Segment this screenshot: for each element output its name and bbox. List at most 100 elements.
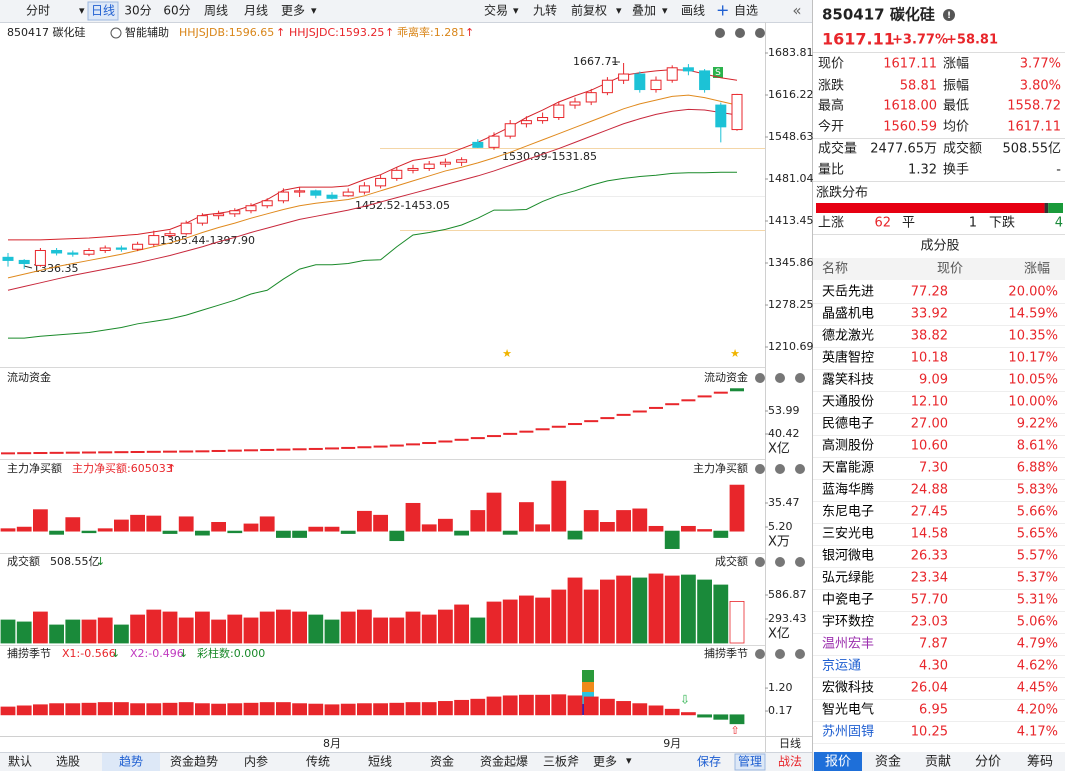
info-icon[interactable]	[943, 9, 955, 21]
panel-icon[interactable]	[755, 649, 765, 659]
stock-name[interactable]: 天富能源	[822, 460, 874, 476]
bottom-tab[interactable]: 传统	[306, 754, 330, 769]
panel-icon[interactable]	[795, 373, 805, 383]
stock-name[interactable]: 民德电子	[822, 417, 874, 432]
tool-button[interactable]: 自选	[734, 4, 758, 18]
stock-name[interactable]: 中瓷电子	[822, 593, 874, 608]
change-pct: +3.77%	[892, 33, 948, 48]
panel-tab[interactable]: 筹码	[1027, 754, 1053, 770]
tool-button[interactable]: 交易	[484, 3, 508, 18]
chart-icon[interactable]	[715, 28, 725, 38]
stock-name[interactable]: 蓝海华腾	[822, 482, 874, 498]
assist-label[interactable]: 智能辅助	[125, 25, 169, 39]
action-button[interactable]: 保存	[697, 755, 721, 769]
panel-icon[interactable]	[755, 557, 765, 567]
stock-name[interactable]: 东尼电子	[822, 505, 874, 520]
tool-button[interactable]: 画线	[681, 4, 705, 18]
period-tab[interactable]: 60分	[163, 4, 190, 18]
panel-icon[interactable]	[775, 649, 785, 659]
dist-value: 4	[1055, 216, 1063, 231]
y-tick-label: 1278.25	[768, 298, 814, 311]
bar	[632, 703, 648, 716]
bottom-tab[interactable]: 三板斧	[543, 755, 579, 769]
bottom-tab[interactable]: 更多	[593, 755, 617, 769]
panel-icon[interactable]	[775, 373, 785, 383]
panel-icon[interactable]	[795, 649, 805, 659]
stock-name[interactable]: 银河微电	[822, 549, 874, 564]
fund-mark	[470, 437, 485, 440]
bottom-tab[interactable]: 默认	[8, 754, 32, 769]
panel-tab[interactable]: 贡献	[925, 755, 951, 770]
panel-icon[interactable]	[795, 557, 805, 567]
stock-name[interactable]: 宏微科技	[822, 681, 874, 696]
panel-icon[interactable]	[755, 464, 765, 474]
bar	[146, 515, 162, 532]
panel-icon[interactable]	[795, 464, 805, 474]
bottom-tab[interactable]: 选股	[56, 755, 80, 769]
stock-price: 33.92	[911, 307, 948, 322]
field-value: 58.81	[900, 79, 937, 94]
stock-name[interactable]: 智光电气	[822, 702, 874, 718]
chart-icon[interactable]	[755, 28, 765, 38]
bar	[551, 694, 567, 716]
bar	[664, 575, 680, 644]
bottom-tab[interactable]: 内参	[244, 754, 268, 769]
panel-tab[interactable]: 分价	[975, 755, 1001, 770]
action-button[interactable]: 战法	[778, 755, 802, 769]
bottom-tab[interactable]: 资金趋势	[170, 754, 218, 769]
tool-button[interactable]: 叠加	[632, 4, 656, 18]
period-tab[interactable]: 日线	[91, 4, 115, 18]
period-tab[interactable]: 月线	[244, 4, 268, 18]
stock-name[interactable]: 苏州固锝	[822, 724, 874, 740]
candle-body	[213, 213, 225, 217]
stock-name[interactable]: 德龙激光	[822, 329, 874, 344]
stock-name[interactable]: 温州宏丰	[822, 637, 874, 652]
panel-icon[interactable]	[755, 373, 765, 383]
stock-name[interactable]: 三安光电	[822, 527, 874, 542]
tool-button[interactable]: 九转	[533, 3, 557, 18]
period-tab[interactable]: 更多	[281, 4, 305, 18]
bottom-tab[interactable]: 资金起爆	[480, 754, 528, 769]
candle-body	[229, 210, 241, 215]
stock-name[interactable]: 天岳先进	[822, 285, 874, 300]
y-tick-label: 1616.22	[768, 88, 814, 101]
bar	[81, 702, 97, 716]
stock-pct: 4.62%	[1017, 659, 1058, 674]
panel-icon[interactable]	[775, 557, 785, 567]
bar	[486, 492, 502, 532]
period-tab[interactable]: 分时	[26, 4, 50, 18]
stock-name[interactable]: 弘元绿能	[822, 571, 874, 586]
panel-tab[interactable]: 报价	[825, 755, 851, 770]
field-value: -	[1056, 163, 1061, 178]
bar	[502, 695, 518, 716]
bottom-tab[interactable]: 资金	[430, 754, 454, 769]
bar	[16, 705, 32, 716]
stock-name[interactable]: 高测股份	[822, 438, 874, 454]
stock-name[interactable]: 天通股份	[822, 395, 874, 410]
bar	[551, 480, 567, 532]
bar	[194, 530, 210, 536]
panel-title: 主力净买额	[7, 461, 62, 475]
bar	[33, 704, 48, 716]
collapse-icon[interactable]: «	[792, 2, 801, 20]
panel-icon[interactable]	[775, 464, 785, 474]
bottom-tab[interactable]: 趋势	[119, 755, 143, 769]
bottom-tab[interactable]: 短线	[368, 755, 392, 769]
action-button[interactable]: 管理	[738, 754, 762, 769]
add-icon[interactable]: +	[716, 1, 729, 20]
y-tick-label: 1210.69	[768, 340, 814, 353]
info-icon-text[interactable]: !	[947, 11, 951, 21]
field-value: 1560.59	[883, 120, 937, 135]
panel-tab[interactable]: 资金	[875, 754, 901, 770]
period-tab[interactable]: 周线	[204, 4, 228, 18]
stock-name[interactable]: 晶盛机电	[822, 307, 874, 322]
assist-icon[interactable]	[110, 27, 122, 39]
stock-name[interactable]: 露笑科技	[822, 372, 874, 388]
chart-icon[interactable]	[735, 28, 745, 38]
stock-name[interactable]: 英唐智控	[822, 350, 874, 366]
period-tab[interactable]: 30分	[124, 4, 151, 18]
tool-button[interactable]: 前复权	[571, 3, 607, 18]
stock-name[interactable]: 京运通	[822, 659, 861, 674]
stock-name[interactable]: 宇环数控	[822, 615, 874, 630]
